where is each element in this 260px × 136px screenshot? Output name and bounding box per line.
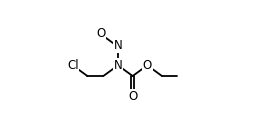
- Text: Cl: Cl: [67, 59, 79, 72]
- Text: O: O: [143, 59, 152, 72]
- Text: N: N: [114, 39, 122, 52]
- Text: O: O: [128, 90, 137, 103]
- Text: O: O: [96, 27, 105, 40]
- Text: N: N: [114, 59, 122, 72]
